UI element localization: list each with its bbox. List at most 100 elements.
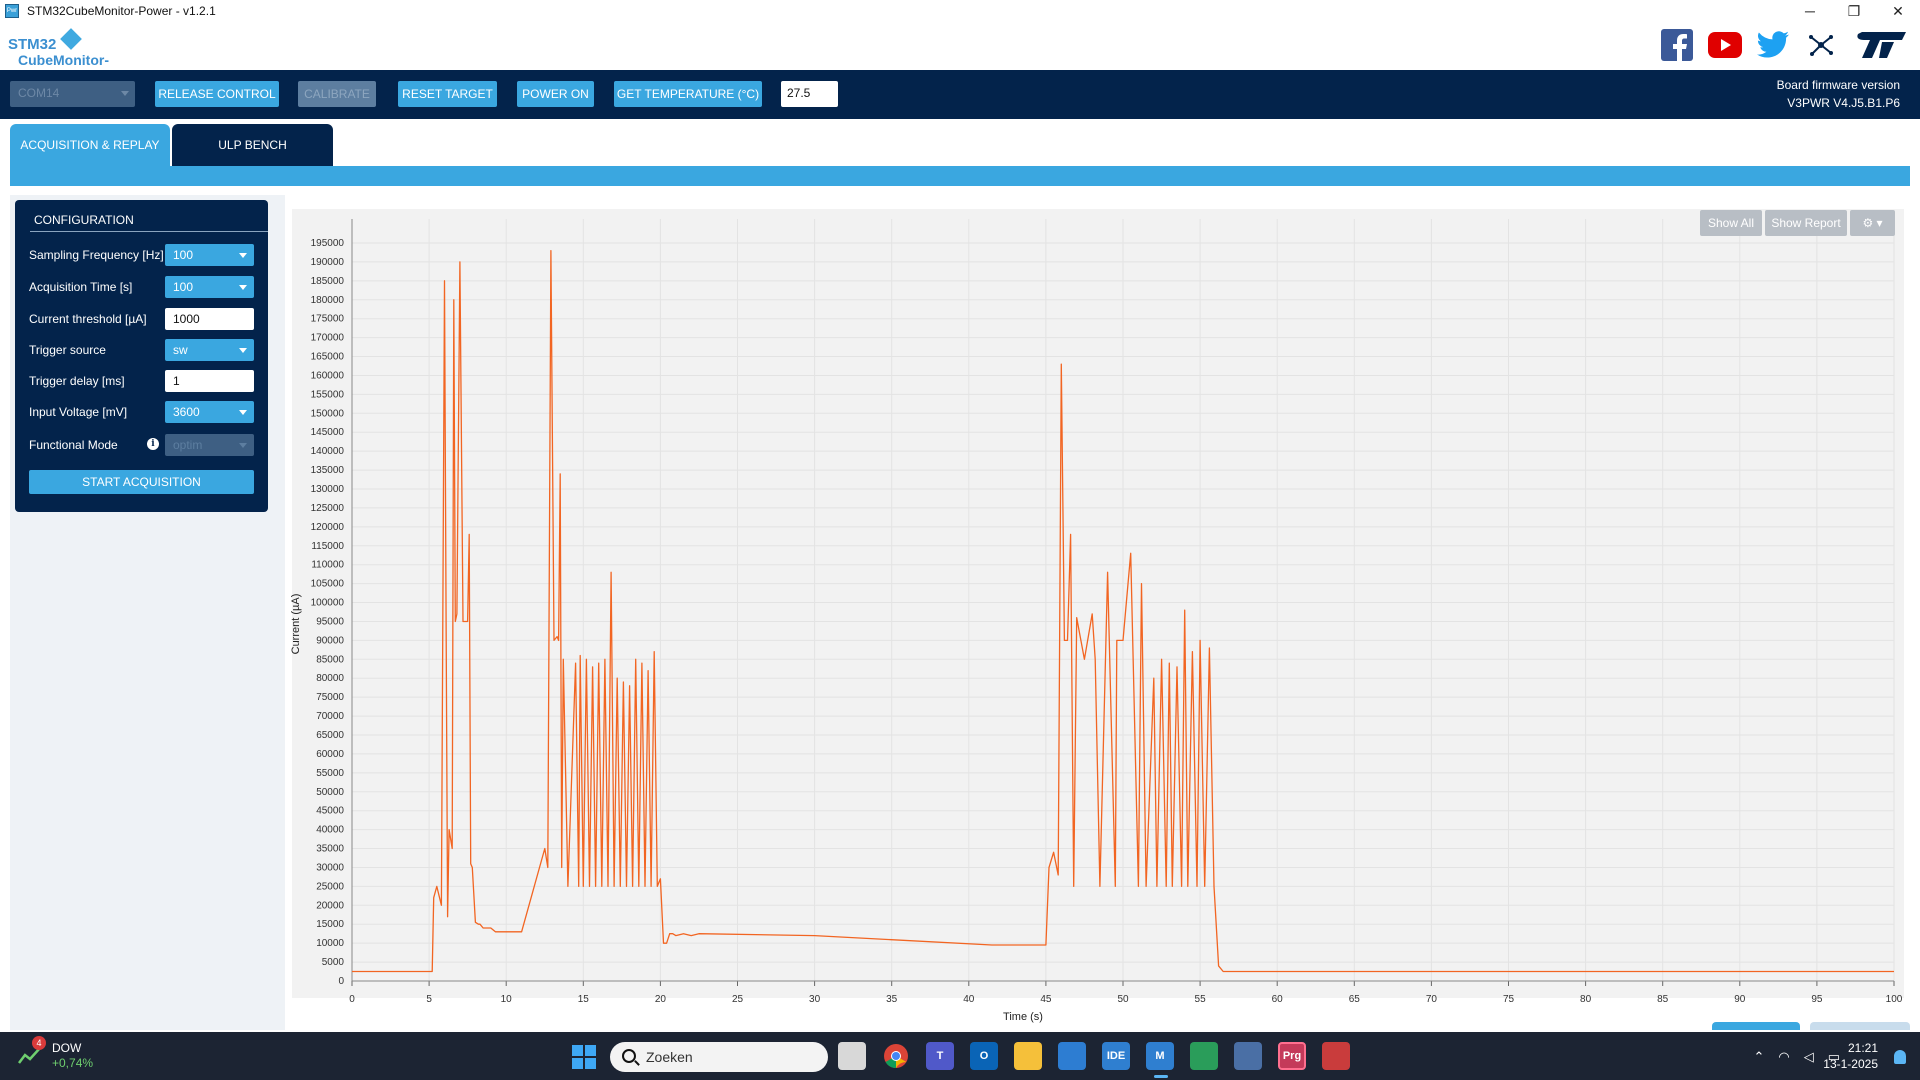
start-acquisition-button[interactable]: START ACQUISITION [29, 470, 254, 494]
stm32-logo: STM32 CubeMonitor-Power [8, 26, 148, 84]
y-tick-label: 135000 [311, 465, 345, 476]
store-icon[interactable] [1058, 1042, 1086, 1070]
trigger-source-select[interactable]: sw [165, 339, 254, 361]
youtube-icon[interactable] [1708, 28, 1742, 62]
y-tick-label: 90000 [316, 635, 344, 646]
bottom-secondary-button[interactable] [1810, 1022, 1910, 1030]
clock[interactable]: 21:21 13-1-2025 [1823, 1040, 1878, 1072]
app-header: STM32 CubeMonitor-Power [0, 22, 1920, 84]
x-tick-label: 10 [501, 994, 513, 1005]
configuration-panel: CONFIGURATION Sampling Frequency [Hz] 10… [15, 200, 268, 512]
y-tick-label: 70000 [316, 711, 344, 722]
get-temperature-button[interactable]: GET TEMPERATURE (°C) [614, 81, 762, 107]
stock-widget[interactable]: 4 DOW +0,74% [18, 1036, 93, 1070]
x-tick-label: 15 [578, 994, 590, 1005]
sampling-frequency-value: 100 [173, 248, 194, 262]
bottom-action-button[interactable] [1712, 1022, 1800, 1030]
input-voltage-label: Input Voltage [mV] [29, 405, 128, 419]
facebook-icon[interactable] [1660, 28, 1694, 62]
power-on-button[interactable]: POWER ON [517, 81, 594, 107]
cubemonitor-power-icon[interactable]: M [1146, 1042, 1174, 1070]
x-tick-label: 0 [349, 994, 355, 1005]
x-tick-label: 95 [1811, 994, 1823, 1005]
show-report-button[interactable]: Show Report [1765, 210, 1847, 236]
x-tick-label: 75 [1503, 994, 1515, 1005]
current-threshold-field[interactable]: 1000 [165, 308, 254, 330]
y-tick-label: 25000 [316, 881, 344, 892]
twitter-icon[interactable] [1756, 28, 1790, 62]
x-tick-label: 35 [886, 994, 898, 1005]
y-tick-label: 115000 [311, 541, 344, 552]
y-tick-label: 45000 [316, 806, 344, 817]
task-view-icon[interactable] [838, 1042, 866, 1070]
acquisition-time-select[interactable]: 100 [165, 276, 254, 298]
cubeprogrammer-icon[interactable]: Prg [1278, 1042, 1306, 1070]
chevron-down-icon [239, 348, 247, 353]
volume-icon[interactable]: ◁ [1803, 1049, 1814, 1064]
sampling-frequency-select[interactable]: 100 [165, 244, 254, 266]
y-tick-label: 165000 [311, 352, 345, 363]
input-voltage-select[interactable]: 3600 [165, 401, 254, 423]
chevron-up-icon[interactable]: ⌃ [1753, 1049, 1765, 1064]
tab-ulp-bench[interactable]: ULP BENCH [172, 124, 333, 166]
system-tray: ⌃ ◠ ◁ ▭ [1753, 1049, 1840, 1065]
y-tick-label: 125000 [311, 503, 345, 514]
restore-button[interactable]: ❐ [1847, 2, 1861, 19]
network-tool-icon[interactable] [1234, 1042, 1262, 1070]
windows-start-icon[interactable] [572, 1045, 596, 1069]
com-port-value: COM14 [18, 86, 60, 100]
taskbar-search[interactable]: Zoeken [610, 1042, 828, 1072]
release-control-button[interactable]: RELEASE CONTROL [155, 81, 279, 107]
outlook-icon[interactable]: O [970, 1042, 998, 1070]
current-threshold-label: Current threshold [µA] [29, 312, 147, 326]
close-button[interactable]: ✕ [1892, 2, 1904, 19]
teams-icon[interactable]: T [926, 1042, 954, 1070]
notification-bell-icon[interactable] [1894, 1050, 1906, 1064]
y-tick-label: 20000 [316, 900, 344, 911]
battery-icon[interactable]: ▭ [1827, 1049, 1840, 1064]
x-tick-label: 70 [1426, 994, 1438, 1005]
y-tick-label: 140000 [311, 446, 345, 457]
current-series-line [352, 249, 1894, 973]
functional-mode-label: Functional Mode [29, 438, 118, 452]
reset-target-button[interactable]: RESET TARGET [398, 81, 497, 107]
input-voltage-value: 3600 [173, 405, 200, 419]
snipping-tool-icon[interactable] [1322, 1042, 1350, 1070]
chevron-down-icon [239, 253, 247, 258]
com-port-select: COM14 [10, 81, 135, 107]
share-network-icon[interactable] [1804, 28, 1838, 62]
x-tick-label: 85 [1657, 994, 1669, 1005]
stock-chart-icon [18, 1047, 41, 1064]
chrome-icon[interactable] [882, 1042, 910, 1070]
temperature-field[interactable]: 27.5 [781, 81, 838, 107]
acquisition-time-value: 100 [173, 280, 194, 294]
calibrate-button: CALIBRATE [298, 81, 376, 107]
x-tick-label: 45 [1040, 994, 1052, 1005]
windows-taskbar: 4 DOW +0,74% Zoeken T O IDE M Prg ⌃ ◠ ◁ … [0, 1032, 1920, 1080]
minimize-button[interactable]: ─ [1805, 3, 1815, 19]
wifi-icon[interactable]: ◠ [1778, 1049, 1790, 1064]
file-explorer-icon[interactable] [1014, 1042, 1042, 1070]
chart-settings-button[interactable]: ⚙ ▾ [1850, 210, 1895, 236]
show-all-button[interactable]: Show All [1700, 210, 1762, 236]
trigger-source-value: sw [173, 343, 188, 357]
y-axis-label: Current (µA) [290, 594, 302, 655]
info-icon[interactable]: i [147, 438, 159, 450]
notepad-icon[interactable] [1190, 1042, 1218, 1070]
y-tick-label: 145000 [311, 427, 345, 438]
window-controls: ─ ❐ ✕ [1788, 0, 1920, 22]
st-logo[interactable] [1852, 28, 1908, 62]
cube-icon [60, 28, 82, 50]
chevron-down-icon [121, 91, 129, 96]
stm32cubeide-icon[interactable]: IDE [1102, 1042, 1130, 1070]
y-tick-label: 160000 [311, 370, 345, 381]
trigger-delay-field[interactable]: 1 [165, 370, 254, 392]
trigger-delay-label: Trigger delay [ms] [29, 374, 125, 388]
current-chart[interactable]: 0 5000 10000 15000 20000 25000 30000 35000 40000… [285, 197, 1910, 1030]
firmware-label: Board firmware version [1776, 78, 1900, 92]
tab-acquisition-replay[interactable]: ACQUISITION & REPLAY [10, 124, 170, 166]
sampling-frequency-label: Sampling Frequency [Hz] [29, 248, 164, 262]
window-titlebar: Pwr STM32CubeMonitor-Power - v1.2.1 ─ ❐ … [0, 0, 1920, 22]
x-tick-label: 60 [1272, 994, 1284, 1005]
search-icon [622, 1049, 636, 1063]
